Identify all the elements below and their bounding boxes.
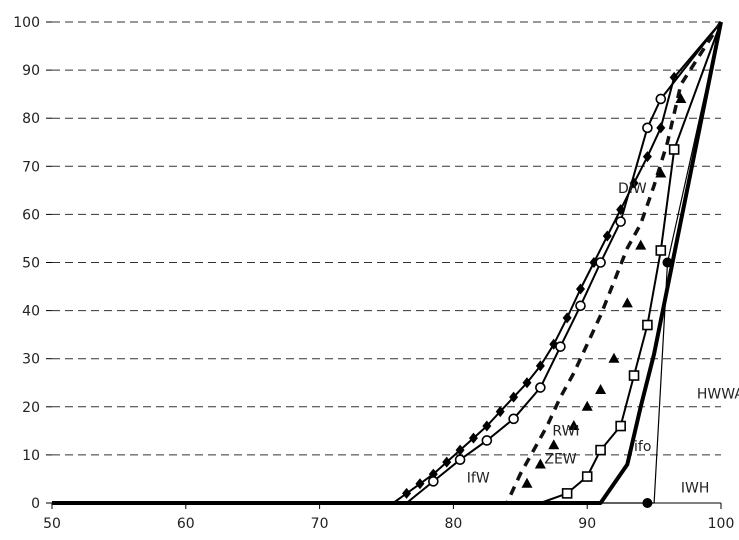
y-tick-label: 80 (22, 111, 40, 127)
data-point (534, 458, 546, 469)
data-point (428, 476, 439, 487)
data-point (655, 245, 667, 256)
data-point (454, 454, 466, 466)
series-iwh (52, 21, 722, 508)
data-point (668, 144, 680, 155)
y-tick-label: 100 (13, 15, 40, 31)
y-tick-label: 0 (31, 496, 40, 512)
data-point (655, 93, 667, 105)
data-point (675, 92, 687, 103)
data-point (642, 151, 652, 163)
series-label-ifo: ifo (634, 439, 651, 455)
data-point (635, 239, 647, 250)
data-point (615, 216, 626, 227)
y-tick-label: 50 (22, 256, 40, 272)
series-line (52, 21, 723, 505)
data-point (656, 122, 666, 134)
series-label-zew: ZEW (544, 452, 576, 468)
data-point (615, 420, 626, 432)
data-point (575, 300, 586, 312)
data-point (595, 444, 606, 456)
x-tick-label: 90 (578, 516, 596, 532)
y-tick-label: 70 (22, 159, 40, 175)
data-point (595, 257, 606, 268)
axes: 0 10 20 30 40 50 60 70 80 90 100 50 60 70 80 90 100 (13, 15, 734, 532)
data-point (508, 413, 519, 425)
data-point (509, 391, 519, 403)
series-line (52, 21, 722, 504)
x-tick-label: 100 (708, 516, 735, 532)
gridlines (52, 21, 721, 456)
data-point (442, 456, 452, 468)
data-point (402, 487, 412, 499)
y-tick-label: 40 (22, 304, 40, 320)
series-zew (52, 92, 687, 504)
series-labels: DIW RWI ZEW IfW ifo HWWA IWH (467, 181, 739, 497)
data-point (468, 432, 478, 444)
data-point (621, 297, 633, 308)
y-tick-label: 60 (22, 207, 40, 223)
x-tick-label: 60 (177, 516, 195, 532)
series-ifw (52, 21, 722, 504)
series-ifo (52, 21, 722, 504)
data-point (522, 377, 532, 389)
x-tick-label: 70 (311, 516, 329, 532)
data-point (568, 420, 580, 431)
series-line (52, 21, 723, 505)
series-hwwa (52, 21, 723, 505)
data-point (642, 122, 653, 134)
data-point (548, 439, 560, 450)
data-point (535, 382, 546, 393)
data-point (602, 230, 612, 242)
data-point (521, 477, 533, 488)
data-point (482, 420, 492, 432)
data-point (642, 319, 653, 331)
data-point (415, 478, 425, 490)
data-point (555, 341, 566, 352)
data-point (608, 352, 620, 363)
series-label-hwwa: HWWA (697, 387, 739, 403)
series-label-diw: DIW (618, 181, 647, 197)
y-tick-label: 10 (22, 448, 40, 464)
data-point (581, 471, 593, 482)
data-point (561, 488, 573, 499)
data-point (628, 370, 640, 381)
data-point (595, 383, 607, 394)
data-point (642, 498, 653, 508)
series-label-ifw: IfW (467, 470, 490, 486)
y-tick-label: 20 (22, 400, 40, 416)
y-tick-label: 30 (22, 352, 40, 368)
data-point (562, 312, 572, 324)
x-tick-label: 50 (43, 516, 61, 532)
y-tick-label: 90 (22, 63, 40, 79)
data-point (495, 406, 505, 418)
series-label-iwh: IWH (681, 480, 710, 496)
series-label-rwi: RWI (552, 424, 579, 440)
data-point (576, 283, 586, 295)
data-point (481, 435, 493, 446)
data-point (455, 444, 465, 456)
series-group (52, 21, 723, 508)
series-rwi (52, 21, 723, 505)
x-tick-label: 80 (444, 516, 462, 532)
data-point (655, 167, 667, 178)
data-point (581, 400, 593, 411)
data-point (535, 360, 545, 372)
